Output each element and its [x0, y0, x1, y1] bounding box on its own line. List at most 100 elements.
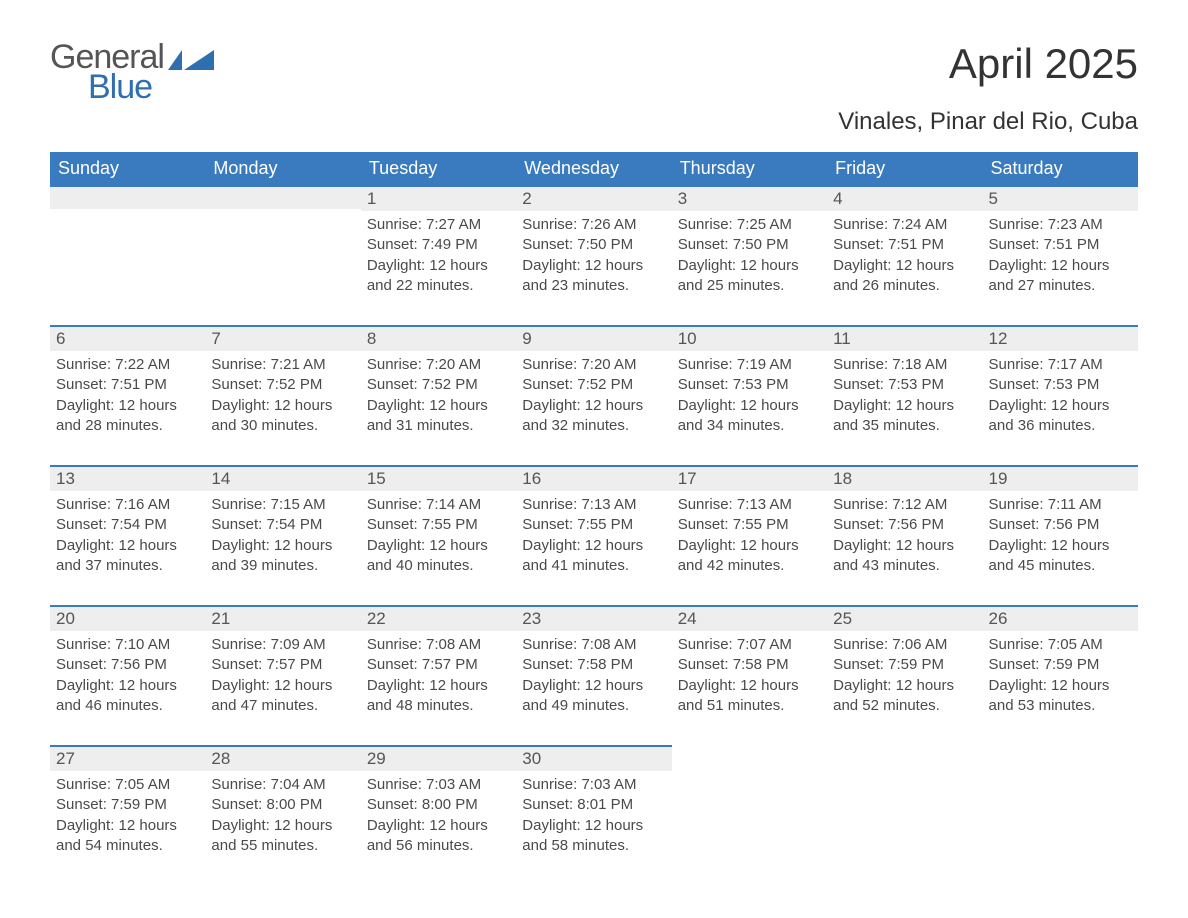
daylight-line1: Daylight: 12 hours: [522, 536, 665, 556]
day-content: Sunrise: 7:05 AMSunset: 7:59 PMDaylight:…: [50, 771, 205, 866]
daylight-line2: and 26 minutes.: [833, 276, 976, 296]
sunrise-text: Sunrise: 7:04 AM: [211, 775, 354, 795]
sunrise-text: Sunrise: 7:07 AM: [678, 635, 821, 655]
weekday-header: Monday: [205, 152, 360, 185]
sunset-text: Sunset: 7:55 PM: [367, 515, 510, 535]
sunset-text: Sunset: 7:49 PM: [367, 235, 510, 255]
empty-day-bar: [50, 185, 205, 209]
daylight-line1: Daylight: 12 hours: [522, 676, 665, 696]
daylight-line1: Daylight: 12 hours: [56, 536, 199, 556]
daylight-line1: Daylight: 12 hours: [56, 676, 199, 696]
sunrise-text: Sunrise: 7:05 AM: [56, 775, 199, 795]
sunset-text: Sunset: 7:55 PM: [678, 515, 821, 535]
daylight-line1: Daylight: 12 hours: [678, 536, 821, 556]
day-number: 17: [672, 465, 827, 491]
sunrise-text: Sunrise: 7:20 AM: [367, 355, 510, 375]
sunrise-text: Sunrise: 7:18 AM: [833, 355, 976, 375]
calendar-cell: 19Sunrise: 7:11 AMSunset: 7:56 PMDayligh…: [983, 465, 1138, 605]
daylight-line2: and 46 minutes.: [56, 696, 199, 716]
daylight-line1: Daylight: 12 hours: [989, 676, 1132, 696]
weekday-header-row: SundayMondayTuesdayWednesdayThursdayFrid…: [50, 152, 1138, 185]
calendar-cell: 3Sunrise: 7:25 AMSunset: 7:50 PMDaylight…: [672, 185, 827, 325]
day-number: 26: [983, 605, 1138, 631]
day-number: 5: [983, 185, 1138, 211]
calendar-cell: 26Sunrise: 7:05 AMSunset: 7:59 PMDayligh…: [983, 605, 1138, 745]
sunset-text: Sunset: 7:54 PM: [211, 515, 354, 535]
sunset-text: Sunset: 8:01 PM: [522, 795, 665, 815]
daylight-line1: Daylight: 12 hours: [833, 536, 976, 556]
daylight-line1: Daylight: 12 hours: [522, 396, 665, 416]
calendar-cell: 20Sunrise: 7:10 AMSunset: 7:56 PMDayligh…: [50, 605, 205, 745]
sunrise-text: Sunrise: 7:09 AM: [211, 635, 354, 655]
sunset-text: Sunset: 7:59 PM: [833, 655, 976, 675]
calendar-cell: [827, 745, 982, 885]
day-number: 8: [361, 325, 516, 351]
daylight-line1: Daylight: 12 hours: [211, 676, 354, 696]
sunrise-text: Sunrise: 7:20 AM: [522, 355, 665, 375]
sunrise-text: Sunrise: 7:06 AM: [833, 635, 976, 655]
calendar-week-row: 6Sunrise: 7:22 AMSunset: 7:51 PMDaylight…: [50, 325, 1138, 465]
day-number: 9: [516, 325, 671, 351]
sunset-text: Sunset: 7:54 PM: [56, 515, 199, 535]
day-number: 28: [205, 745, 360, 771]
daylight-line2: and 58 minutes.: [522, 836, 665, 856]
daylight-line1: Daylight: 12 hours: [678, 396, 821, 416]
sunrise-text: Sunrise: 7:25 AM: [678, 215, 821, 235]
day-content: Sunrise: 7:23 AMSunset: 7:51 PMDaylight:…: [983, 211, 1138, 306]
calendar-cell: [672, 745, 827, 885]
logo: General Blue: [50, 40, 214, 104]
sunset-text: Sunset: 7:52 PM: [367, 375, 510, 395]
calendar-cell: 22Sunrise: 7:08 AMSunset: 7:57 PMDayligh…: [361, 605, 516, 745]
daylight-line1: Daylight: 12 hours: [522, 816, 665, 836]
calendar-cell: 6Sunrise: 7:22 AMSunset: 7:51 PMDaylight…: [50, 325, 205, 465]
daylight-line1: Daylight: 12 hours: [211, 396, 354, 416]
sunset-text: Sunset: 7:56 PM: [56, 655, 199, 675]
daylight-line2: and 41 minutes.: [522, 556, 665, 576]
day-number: 14: [205, 465, 360, 491]
calendar-cell: 24Sunrise: 7:07 AMSunset: 7:58 PMDayligh…: [672, 605, 827, 745]
sunset-text: Sunset: 8:00 PM: [367, 795, 510, 815]
day-number: 10: [672, 325, 827, 351]
calendar-cell: 9Sunrise: 7:20 AMSunset: 7:52 PMDaylight…: [516, 325, 671, 465]
sunrise-text: Sunrise: 7:22 AM: [56, 355, 199, 375]
day-content: Sunrise: 7:21 AMSunset: 7:52 PMDaylight:…: [205, 351, 360, 446]
location-subtitle: Vinales, Pinar del Rio, Cuba: [50, 108, 1138, 136]
daylight-line1: Daylight: 12 hours: [989, 536, 1132, 556]
day-number: 11: [827, 325, 982, 351]
calendar-cell: 23Sunrise: 7:08 AMSunset: 7:58 PMDayligh…: [516, 605, 671, 745]
sunset-text: Sunset: 7:52 PM: [211, 375, 354, 395]
sunset-text: Sunset: 7:53 PM: [989, 375, 1132, 395]
day-content: Sunrise: 7:04 AMSunset: 8:00 PMDaylight:…: [205, 771, 360, 866]
sunrise-text: Sunrise: 7:24 AM: [833, 215, 976, 235]
day-number: 18: [827, 465, 982, 491]
day-content: Sunrise: 7:26 AMSunset: 7:50 PMDaylight:…: [516, 211, 671, 306]
sunrise-text: Sunrise: 7:03 AM: [367, 775, 510, 795]
calendar-cell: 7Sunrise: 7:21 AMSunset: 7:52 PMDaylight…: [205, 325, 360, 465]
day-number: 6: [50, 325, 205, 351]
daylight-line2: and 40 minutes.: [367, 556, 510, 576]
header: General Blue April 2025: [50, 40, 1138, 104]
daylight-line2: and 28 minutes.: [56, 416, 199, 436]
day-number: 20: [50, 605, 205, 631]
daylight-line1: Daylight: 12 hours: [367, 676, 510, 696]
daylight-line2: and 55 minutes.: [211, 836, 354, 856]
day-content: Sunrise: 7:14 AMSunset: 7:55 PMDaylight:…: [361, 491, 516, 586]
day-number: 15: [361, 465, 516, 491]
day-number: 29: [361, 745, 516, 771]
sunset-text: Sunset: 7:53 PM: [833, 375, 976, 395]
calendar-cell: 15Sunrise: 7:14 AMSunset: 7:55 PMDayligh…: [361, 465, 516, 605]
daylight-line2: and 47 minutes.: [211, 696, 354, 716]
daylight-line2: and 32 minutes.: [522, 416, 665, 436]
calendar-week-row: 27Sunrise: 7:05 AMSunset: 7:59 PMDayligh…: [50, 745, 1138, 885]
daylight-line1: Daylight: 12 hours: [833, 256, 976, 276]
daylight-line1: Daylight: 12 hours: [367, 816, 510, 836]
daylight-line2: and 49 minutes.: [522, 696, 665, 716]
sunrise-text: Sunrise: 7:21 AM: [211, 355, 354, 375]
daylight-line2: and 37 minutes.: [56, 556, 199, 576]
day-content: Sunrise: 7:22 AMSunset: 7:51 PMDaylight:…: [50, 351, 205, 446]
daylight-line2: and 36 minutes.: [989, 416, 1132, 436]
calendar-cell: 13Sunrise: 7:16 AMSunset: 7:54 PMDayligh…: [50, 465, 205, 605]
daylight-line2: and 31 minutes.: [367, 416, 510, 436]
sunset-text: Sunset: 7:56 PM: [833, 515, 976, 535]
daylight-line1: Daylight: 12 hours: [211, 816, 354, 836]
